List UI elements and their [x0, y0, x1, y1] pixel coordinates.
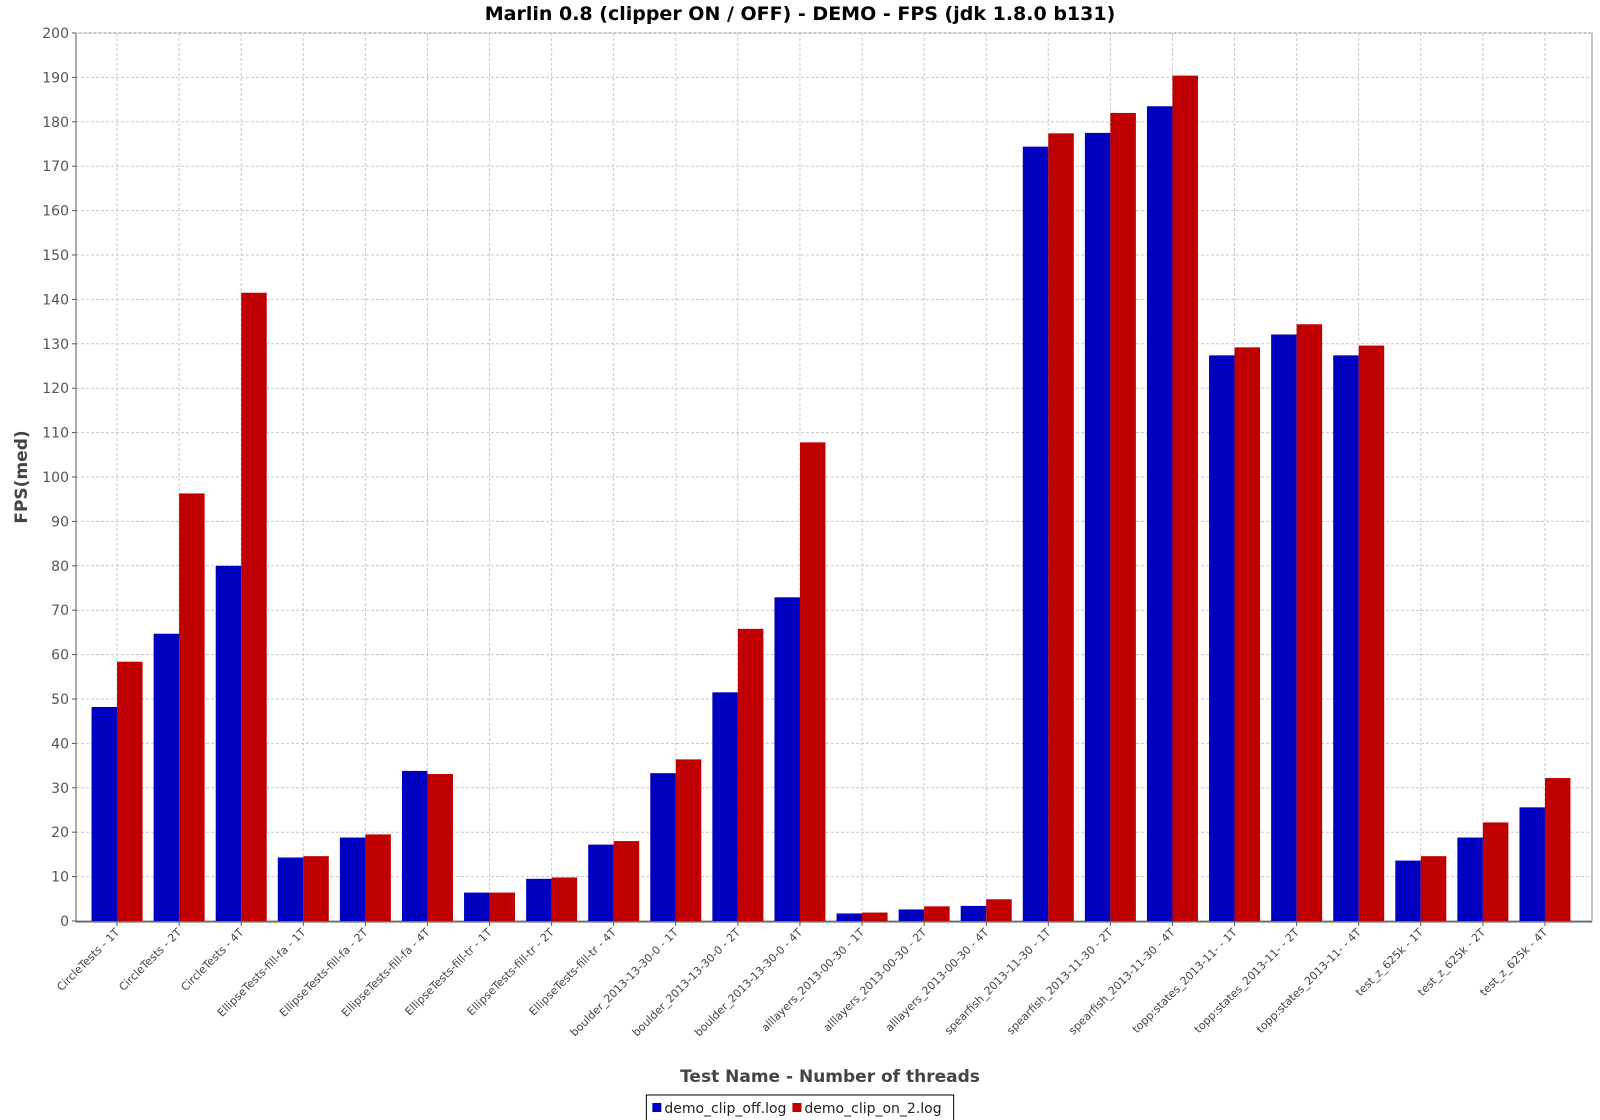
y-tick-label: 120 [42, 381, 69, 397]
y-tick-label: 0 [60, 914, 69, 930]
chart-title: Marlin 0.8 (clipper ON / OFF) - DEMO - F… [485, 3, 1116, 25]
bars [91, 75, 1571, 922]
bar [737, 628, 764, 921]
y-tick-label: 190 [42, 70, 69, 86]
bar [464, 892, 490, 921]
bar [365, 834, 391, 921]
bar [1110, 112, 1136, 922]
bar [1482, 822, 1509, 921]
bar [179, 493, 205, 921]
legend-label: demo_clip_off.log [664, 1101, 786, 1117]
bar [1084, 132, 1111, 921]
legend-swatch [652, 1103, 662, 1112]
y-tick-label: 60 [51, 648, 69, 664]
y-axis-ticks: 0 10 20 30 40 50 60 70 80 90 100 110 120 130 140 150 160… [42, 26, 76, 930]
bar [401, 770, 428, 921]
bar [986, 899, 1012, 921]
y-tick-label: 10 [51, 870, 69, 886]
bar [1146, 106, 1173, 921]
y-tick-label: 160 [42, 204, 69, 220]
y-tick-label: 170 [42, 159, 69, 175]
y-axis-title: FPS(med) [12, 430, 32, 523]
y-tick-label: 30 [51, 781, 69, 797]
y-tick-label: 110 [42, 426, 69, 442]
bar [1544, 778, 1571, 921]
legend-label: demo_clip_on_2.log [804, 1101, 941, 1117]
bar [1271, 334, 1297, 921]
y-tick-label: 100 [42, 470, 69, 486]
y-tick-label: 80 [51, 559, 69, 575]
bar [489, 892, 516, 921]
bar [1395, 860, 1421, 921]
bar [898, 909, 925, 921]
y-tick-label: 140 [42, 292, 69, 308]
bar [1519, 807, 1545, 921]
bar [862, 912, 888, 921]
y-tick-label: 50 [51, 692, 69, 708]
bar [675, 759, 702, 921]
bar [1172, 75, 1198, 921]
y-tick-label: 200 [42, 26, 69, 42]
bar [613, 841, 640, 921]
y-tick-label: 180 [42, 115, 69, 131]
bar [91, 706, 118, 921]
bar [1209, 355, 1235, 921]
bar [427, 774, 453, 921]
bar [215, 565, 242, 921]
bar [836, 913, 863, 921]
bar [526, 878, 552, 921]
bar [117, 661, 143, 921]
y-tick-label: 130 [42, 337, 69, 353]
bar [1022, 146, 1049, 921]
bar [1358, 345, 1385, 921]
legend-swatch [792, 1103, 802, 1112]
y-tick-label: 20 [51, 825, 69, 841]
bar [1457, 837, 1483, 921]
bar [241, 292, 267, 921]
bar [924, 906, 950, 921]
bar [774, 597, 800, 921]
y-tick-label: 150 [42, 248, 69, 264]
bar [339, 837, 366, 921]
bar [588, 844, 614, 921]
y-tick-label: 40 [51, 736, 69, 752]
x-axis-title: Test Name - Number of threads [680, 1067, 980, 1087]
bar [153, 633, 180, 921]
bar [1296, 324, 1323, 921]
bar [277, 857, 304, 921]
bar [1420, 856, 1447, 921]
bar [799, 442, 826, 921]
bar [1333, 355, 1359, 921]
bar [650, 773, 676, 921]
y-tick-label: 70 [51, 603, 69, 619]
bar [303, 856, 329, 921]
legend: demo_clip_off.log demo_clip_on_2.log [645, 1094, 955, 1120]
bar [960, 905, 987, 921]
bar [712, 692, 738, 921]
bar [1234, 347, 1261, 921]
bar [1048, 133, 1074, 921]
y-tick-label: 90 [51, 514, 69, 530]
bar [551, 877, 578, 921]
